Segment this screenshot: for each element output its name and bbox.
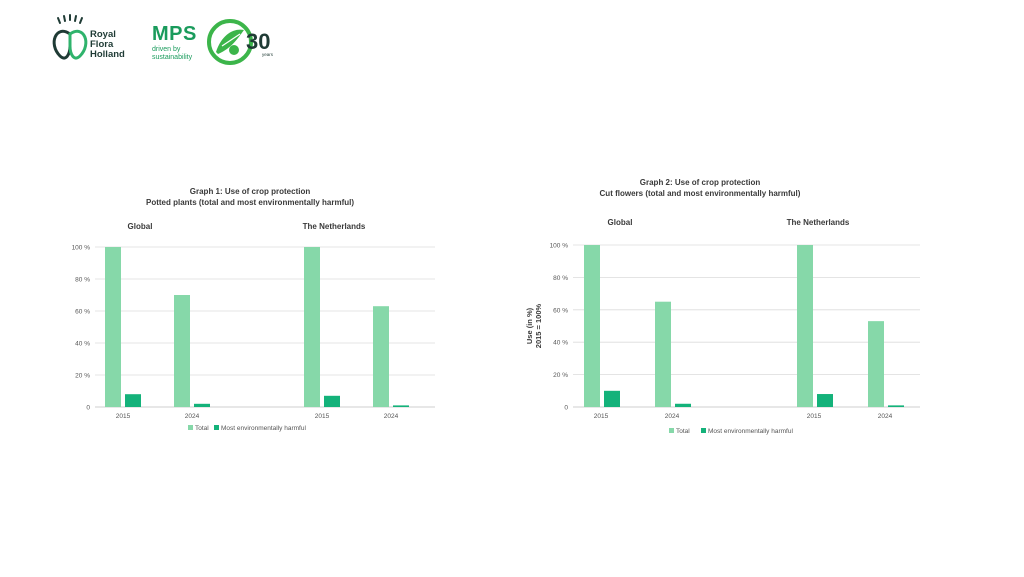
x-tick-label: 2024 bbox=[384, 413, 399, 420]
bar-total bbox=[174, 295, 190, 407]
mps-logo-title: MPS bbox=[152, 23, 197, 45]
y-tick-label: 80 % bbox=[75, 277, 90, 284]
x-tick-label: 2024 bbox=[878, 413, 893, 420]
y-tick-label: 20 % bbox=[553, 372, 568, 379]
rfh-line-2: Flora bbox=[90, 39, 114, 50]
mps-sub-line-2: sustainability bbox=[152, 54, 193, 61]
bar-harmful bbox=[194, 403, 210, 407]
panel-label: Global bbox=[128, 222, 153, 231]
royal-flora-holland-logo bbox=[52, 14, 88, 60]
x-tick-label: 2015 bbox=[807, 413, 822, 420]
legend-label: Most environmentally harmful bbox=[221, 425, 306, 432]
panel-label: The Netherlands bbox=[303, 222, 366, 231]
bar-harmful bbox=[888, 405, 904, 407]
bar-total bbox=[868, 321, 884, 407]
bar-total bbox=[105, 247, 121, 407]
chart-subtitle: Potted plants (total and most environmen… bbox=[146, 198, 354, 207]
bar-total bbox=[373, 306, 389, 407]
x-tick-label: 2015 bbox=[116, 413, 131, 420]
y-tick-label: 40 % bbox=[553, 340, 568, 347]
legend-label: Most environmentally harmful bbox=[708, 428, 793, 435]
chart-title: Graph 2: Use of crop protection bbox=[640, 178, 761, 187]
panel-label: The Netherlands bbox=[787, 218, 850, 227]
bar-harmful bbox=[324, 395, 340, 407]
x-tick-label: 2015 bbox=[594, 413, 609, 420]
chart-title: Graph 1: Use of crop protection bbox=[190, 187, 311, 196]
x-tick-label: 2024 bbox=[665, 413, 680, 420]
mps-logo-subtitle: driven by sustainability bbox=[152, 46, 192, 62]
legend-swatch bbox=[669, 428, 674, 433]
mps-sub-line-1: driven by bbox=[152, 46, 181, 53]
y-axis-label: Use (in %) bbox=[525, 307, 534, 344]
y-tick-label: 60 % bbox=[75, 309, 90, 316]
legend-swatch bbox=[214, 425, 219, 430]
logo-bar: Royal Flora Holland MPS driven by sustai… bbox=[0, 0, 300, 80]
y-tick-label: 0 bbox=[86, 405, 90, 412]
bar-harmful bbox=[817, 394, 833, 407]
rfh-line-1: Royal bbox=[90, 29, 116, 40]
anniversary-label: years bbox=[262, 52, 274, 57]
bar-harmful bbox=[604, 390, 620, 407]
rfh-wordmark: Royal Flora Holland bbox=[90, 30, 125, 60]
y-axis-label-2: 2015 = 100% bbox=[534, 303, 543, 348]
anniversary-number: 30 bbox=[246, 29, 270, 54]
rfh-line-3: Holland bbox=[90, 49, 125, 60]
y-tick-label: 100 % bbox=[550, 243, 569, 250]
panel-label: Global bbox=[608, 218, 633, 227]
y-tick-label: 80 % bbox=[553, 275, 568, 282]
y-tick-label: 60 % bbox=[553, 307, 568, 314]
bar-total bbox=[584, 245, 600, 407]
bar-total bbox=[304, 247, 320, 407]
bar-total bbox=[797, 245, 813, 407]
legend-label: Total bbox=[676, 428, 690, 435]
x-tick-label: 2024 bbox=[185, 413, 200, 420]
y-tick-label: 100 % bbox=[72, 245, 91, 252]
legend-label: Total bbox=[195, 425, 209, 432]
legend-swatch bbox=[701, 428, 706, 433]
chart-cut-flowers: Graph 2: Use of crop protection Cut flowe… bbox=[525, 178, 920, 435]
legend-swatch bbox=[188, 425, 193, 430]
chart-subtitle: Cut flowers (total and most environmenta… bbox=[600, 189, 801, 198]
bar-harmful bbox=[125, 394, 141, 407]
y-tick-label: 0 bbox=[564, 405, 568, 412]
bar-harmful bbox=[675, 403, 691, 407]
y-tick-label: 20 % bbox=[75, 373, 90, 380]
chart-potted-plants: Graph 1: Use of crop protection Potted pl… bbox=[72, 187, 435, 432]
bar-total bbox=[655, 301, 671, 407]
bar-harmful bbox=[393, 405, 409, 407]
anniversary-30-years-logo: 30 years bbox=[207, 19, 274, 65]
y-tick-label: 40 % bbox=[75, 341, 90, 348]
x-tick-label: 2015 bbox=[315, 413, 330, 420]
